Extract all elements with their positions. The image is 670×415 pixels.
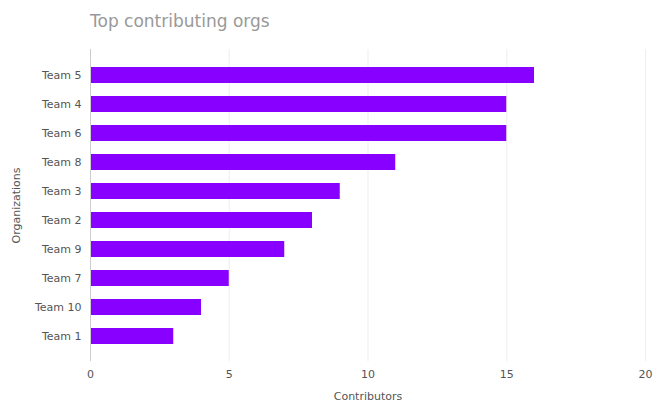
svg-text:20: 20	[639, 368, 653, 381]
svg-text:10: 10	[361, 368, 375, 381]
html-text:Top contributing orgs: Top contributing orgs	[90, 11, 270, 31]
svg-text:Team 4: Team 4	[41, 98, 82, 111]
svg-text:15: 15	[500, 368, 514, 381]
svg-text:5: 5	[226, 368, 233, 381]
svg-text:Team 6: Team 6	[41, 127, 82, 140]
svg-text:Contributors: Contributors	[334, 390, 403, 403]
svg-text:Team 3: Team 3	[41, 185, 82, 198]
svg-text:Team 7: Team 7	[41, 272, 82, 285]
svg-text:Team 9: Team 9	[41, 243, 82, 256]
svg-text:Team 1: Team 1	[41, 330, 82, 343]
svg-text:0: 0	[87, 368, 94, 381]
svg-text:Organizations: Organizations	[10, 167, 23, 243]
svg-text:Team 8: Team 8	[41, 156, 82, 169]
svg-text:Team 10: Team 10	[34, 301, 82, 314]
svg-text:Team 5: Team 5	[41, 69, 82, 82]
svg-text:Team 2: Team 2	[41, 214, 82, 227]
